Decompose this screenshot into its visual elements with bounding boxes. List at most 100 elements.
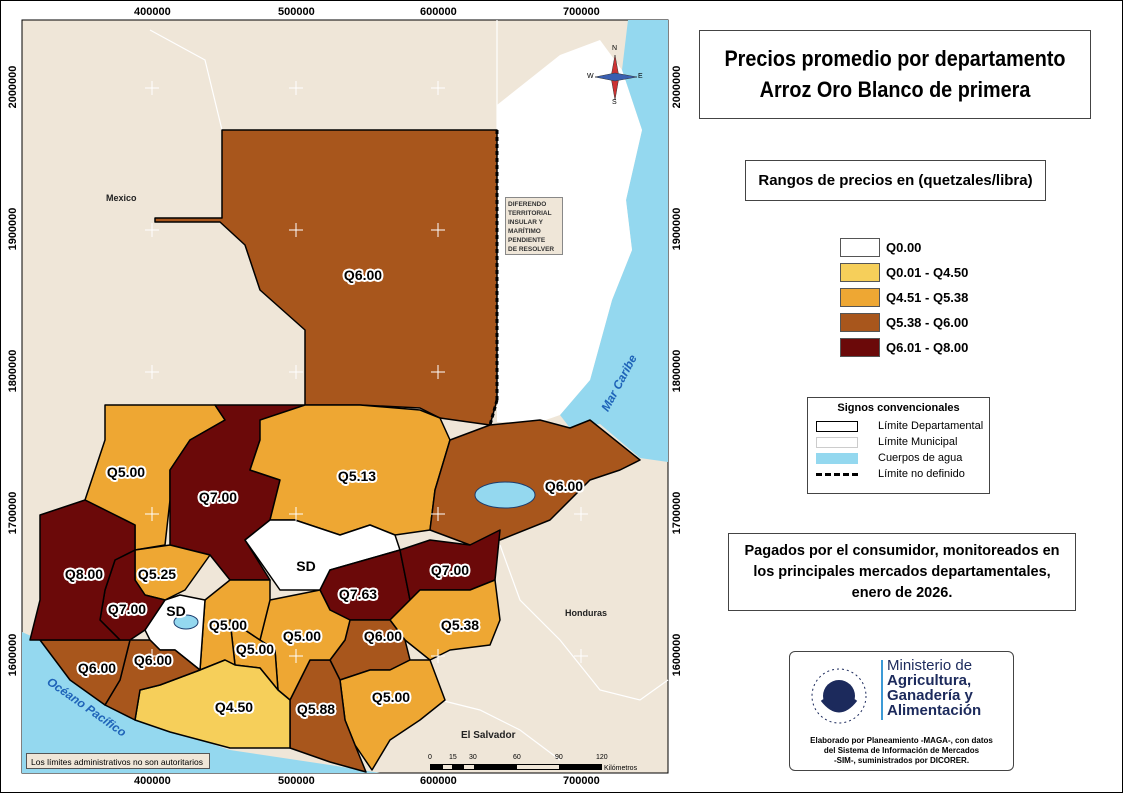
sign-item: Límite Departamental bbox=[816, 418, 989, 434]
legend-item: Q0.01 - Q4.50 bbox=[840, 262, 968, 282]
dispute-line: TERRITORIAL bbox=[508, 210, 552, 217]
disclaimer-note: Los límites administrativos no son autor… bbox=[26, 753, 210, 769]
grid-cross bbox=[289, 507, 303, 521]
price-label-baja-verapaz: SD bbox=[296, 558, 316, 574]
compass-n: N bbox=[612, 45, 618, 52]
price-label-alta-verapaz: Q5.13 bbox=[337, 468, 377, 484]
legend-swatch bbox=[840, 312, 880, 332]
dispute-line: PENDIENTE bbox=[508, 237, 546, 244]
municipal-limit-swatch bbox=[816, 436, 858, 448]
x-coord-label: 700000 bbox=[563, 775, 600, 787]
international-border bbox=[499, 544, 669, 701]
x-coord-label: 400000 bbox=[134, 6, 171, 18]
price-label-jalapa: Q6.00 bbox=[363, 628, 403, 644]
description-line: Pagados por el consumidor, monitoreados … bbox=[744, 543, 1060, 559]
y-coord-label-left: 1900000 bbox=[7, 207, 19, 251]
department-izabal[interactable] bbox=[429, 419, 641, 546]
department-limit-swatch bbox=[816, 420, 858, 432]
price-label-suchitepequez: Q6.00 bbox=[133, 652, 173, 668]
price-label-quiche: Q7.00 bbox=[198, 489, 238, 505]
legend-label: Q0.00 bbox=[886, 239, 922, 255]
price-label-jutiapa: Q5.00 bbox=[371, 689, 411, 705]
credits-line: -SIM-, suministrados por DICORER. bbox=[833, 756, 970, 765]
international-border bbox=[439, 699, 561, 761]
scale-tick: 90 bbox=[555, 754, 563, 761]
dispute-line: INSULAR Y bbox=[508, 219, 543, 226]
belize-area bbox=[497, 40, 642, 422]
price-label-chimaltenango: Q5.00 bbox=[208, 617, 248, 633]
dispute-line: DIFERENDO bbox=[508, 201, 547, 208]
sign-label: Límite no definido bbox=[878, 468, 965, 480]
logo-divider bbox=[881, 660, 883, 720]
dispute-line: MARÍTIMO bbox=[508, 228, 541, 235]
compass-s: S bbox=[612, 99, 617, 106]
grid-cross bbox=[289, 365, 303, 379]
caribbean-sea bbox=[560, 20, 668, 462]
legend-label: Q5.38 - Q6.00 bbox=[886, 314, 969, 330]
grid-cross bbox=[574, 81, 588, 95]
country-label-el-salvador: El Salvador bbox=[461, 730, 516, 741]
grid-cross bbox=[145, 507, 159, 521]
y-coord-label-right: 1700000 bbox=[671, 491, 683, 535]
dispute-line: DE RESOLVER bbox=[508, 246, 555, 253]
grid-cross bbox=[574, 507, 588, 521]
sign-item: Límite Municipal bbox=[816, 434, 989, 450]
department-peten[interactable] bbox=[154, 129, 498, 426]
grid-cross bbox=[145, 365, 159, 379]
credits-line: Elaborado por Planeamiento -MAGA-, con d… bbox=[810, 736, 993, 745]
logo-box: Ministerio de Agricultura, Ganadería y A… bbox=[789, 651, 1014, 771]
legend-item: Q0.00 bbox=[840, 237, 921, 257]
ministry-line: Alimentación bbox=[887, 702, 982, 719]
grid-cross bbox=[289, 223, 303, 237]
x-coord-label: 700000 bbox=[563, 6, 600, 18]
price-label-zacapa: Q7.00 bbox=[430, 562, 470, 578]
department-san-marcos[interactable] bbox=[29, 499, 136, 641]
compass-w: W bbox=[587, 73, 594, 80]
compass-e: E bbox=[638, 73, 643, 80]
sign-label: Cuerpos de agua bbox=[878, 452, 963, 464]
y-coord-label-left: 1700000 bbox=[7, 491, 19, 535]
scale-unit: Kilómetros bbox=[604, 765, 638, 772]
pacific-ocean bbox=[22, 632, 380, 773]
scale-bar bbox=[430, 764, 602, 770]
ministry-line: Agricultura, bbox=[887, 672, 972, 689]
lake-izabal bbox=[474, 481, 536, 509]
ministry-line: Ganadería y bbox=[887, 687, 973, 704]
guatemala-seal-icon bbox=[811, 668, 867, 724]
x-coord-label: 500000 bbox=[278, 775, 315, 787]
price-label-izabal: Q6.00 bbox=[544, 478, 584, 494]
price-label-totonicapan: Q5.25 bbox=[137, 566, 177, 582]
price-label-escuintla: Q4.50 bbox=[214, 699, 254, 715]
y-coord-label-left: 1600000 bbox=[7, 633, 19, 677]
sign-label: Límite Departamental bbox=[878, 420, 984, 432]
legend-label: Q6.01 - Q8.00 bbox=[886, 339, 969, 355]
scale-tick: 15 bbox=[449, 754, 457, 761]
price-label-retalhuleu: Q6.00 bbox=[77, 660, 117, 676]
grid-cross bbox=[574, 223, 588, 237]
credits: Elaborado por Planeamiento -MAGA-, con d… bbox=[790, 736, 1013, 766]
grid-crosses bbox=[145, 81, 588, 663]
legend-item: Q6.01 - Q8.00 bbox=[840, 337, 968, 357]
price-label-huehuetenango: Q5.00 bbox=[106, 464, 146, 480]
price-label-quetzaltenango: Q7.00 bbox=[107, 601, 147, 617]
grid-cross bbox=[145, 649, 159, 663]
legend-swatch bbox=[840, 262, 880, 282]
legend-label: Q0.01 - Q4.50 bbox=[886, 264, 969, 280]
country-label-honduras: Honduras bbox=[565, 608, 608, 618]
y-coord-label-left: 2000000 bbox=[7, 65, 19, 109]
grid-cross bbox=[574, 649, 588, 663]
description-line: los principales mercados departamentales… bbox=[753, 564, 1051, 580]
description-line: enero de 2026. bbox=[851, 585, 953, 601]
undefined-limit-swatch bbox=[816, 472, 858, 476]
undefined-border bbox=[488, 399, 499, 426]
grid-cross bbox=[431, 223, 445, 237]
grid-cross bbox=[574, 365, 588, 379]
scale-tick: 60 bbox=[513, 754, 521, 761]
country-label-mexico: Mexico bbox=[106, 193, 137, 203]
price-label-santa-rosa: Q5.88 bbox=[296, 701, 336, 717]
price-label-peten: Q6.00 bbox=[343, 267, 383, 283]
ministry-name: Ministerio de Agricultura, Ganadería y A… bbox=[887, 658, 981, 718]
legend-swatch bbox=[840, 287, 880, 307]
y-coord-label-right: 2000000 bbox=[671, 65, 683, 109]
